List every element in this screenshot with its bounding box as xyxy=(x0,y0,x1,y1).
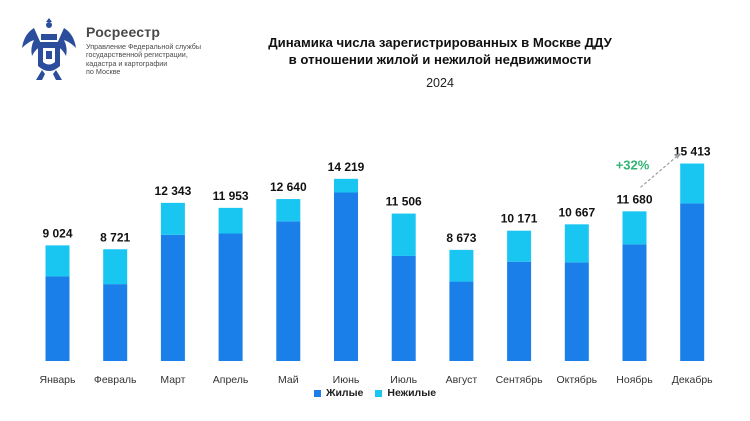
bar-residential xyxy=(103,284,128,361)
bar-nonresidential xyxy=(334,178,358,193)
legend: Жилые Нежилые xyxy=(0,387,750,399)
data-label-total: 15 413 xyxy=(674,145,711,159)
data-label-total: 10 171 xyxy=(501,212,538,226)
x-tick-label: Май xyxy=(278,374,299,386)
bar-residential xyxy=(449,281,474,361)
bar-residential xyxy=(507,261,532,361)
bar-nonresidential xyxy=(218,207,243,234)
legend-item-residential: Жилые xyxy=(313,387,364,399)
x-tick-label: Октябрь xyxy=(556,374,597,386)
legend-swatch-residential xyxy=(313,389,321,397)
data-label-total: 14 219 xyxy=(328,160,365,174)
legend-swatch-nonresidential xyxy=(375,389,383,397)
growth-arrow-head xyxy=(674,153,681,160)
bar-nonresidential xyxy=(564,224,589,263)
legend-label-residential: Жилые xyxy=(325,387,364,399)
data-label-total: 12 343 xyxy=(155,184,192,198)
bar-nonresidential xyxy=(276,199,301,222)
bar-nonresidential xyxy=(391,213,416,256)
bar-nonresidential xyxy=(103,249,128,285)
bar-residential xyxy=(45,276,70,361)
x-tick-label: Август xyxy=(446,374,478,386)
bar-residential xyxy=(622,244,647,361)
bar-nonresidential xyxy=(45,245,70,277)
org-name: Росреестр xyxy=(86,24,161,40)
growth-arrow xyxy=(640,153,681,188)
data-label-total: 10 667 xyxy=(558,205,595,219)
chart-subtitle-year: 2024 xyxy=(426,76,454,90)
data-label-total: 9 024 xyxy=(42,226,72,240)
bar-nonresidential xyxy=(449,249,474,282)
data-label-total: 12 640 xyxy=(270,180,307,194)
data-label-total: 11 953 xyxy=(213,189,249,203)
bar-residential xyxy=(276,221,301,361)
x-tick-label: Июль xyxy=(390,374,417,386)
growth-annotation: +32% xyxy=(616,157,650,172)
data-label-total: 8 721 xyxy=(100,230,130,244)
legend-label-nonresidential: Нежилые xyxy=(387,387,437,399)
org-description: Управление Федеральной службы государств… xyxy=(86,42,201,77)
bar-residential xyxy=(160,234,185,361)
data-label-total: 11 680 xyxy=(616,192,652,206)
chart-title: Динамика числа зарегистрированных в Моск… xyxy=(268,35,612,67)
x-tick-label: Март xyxy=(160,374,185,386)
bar-residential xyxy=(680,203,705,361)
x-tick-label: Июнь xyxy=(333,374,360,386)
bar-nonresidential xyxy=(160,202,185,235)
data-label-total: 8 673 xyxy=(446,231,476,245)
rosreestr-emblem-icon xyxy=(22,18,76,80)
header: Росреестр Управление Федеральной службы … xyxy=(0,0,750,110)
bar-residential xyxy=(391,255,416,361)
legend-item-nonresidential: Нежилые xyxy=(375,387,436,399)
x-tick-label: Февраль xyxy=(94,374,137,386)
x-tick-label: Апрель xyxy=(213,374,249,386)
bar-nonresidential xyxy=(507,230,532,262)
bar-nonresidential xyxy=(622,211,647,245)
x-tick-label: Сентябрь xyxy=(496,374,544,386)
x-tick-label: Ноябрь xyxy=(616,374,653,386)
x-tick-label: Декабрь xyxy=(672,374,713,386)
x-tick-label: Январь xyxy=(40,374,77,386)
bar-residential xyxy=(334,192,358,361)
data-label-total: 11 506 xyxy=(386,195,422,209)
bar-residential xyxy=(218,233,243,361)
bar-residential xyxy=(564,262,589,361)
bar-nonresidential xyxy=(680,163,705,204)
